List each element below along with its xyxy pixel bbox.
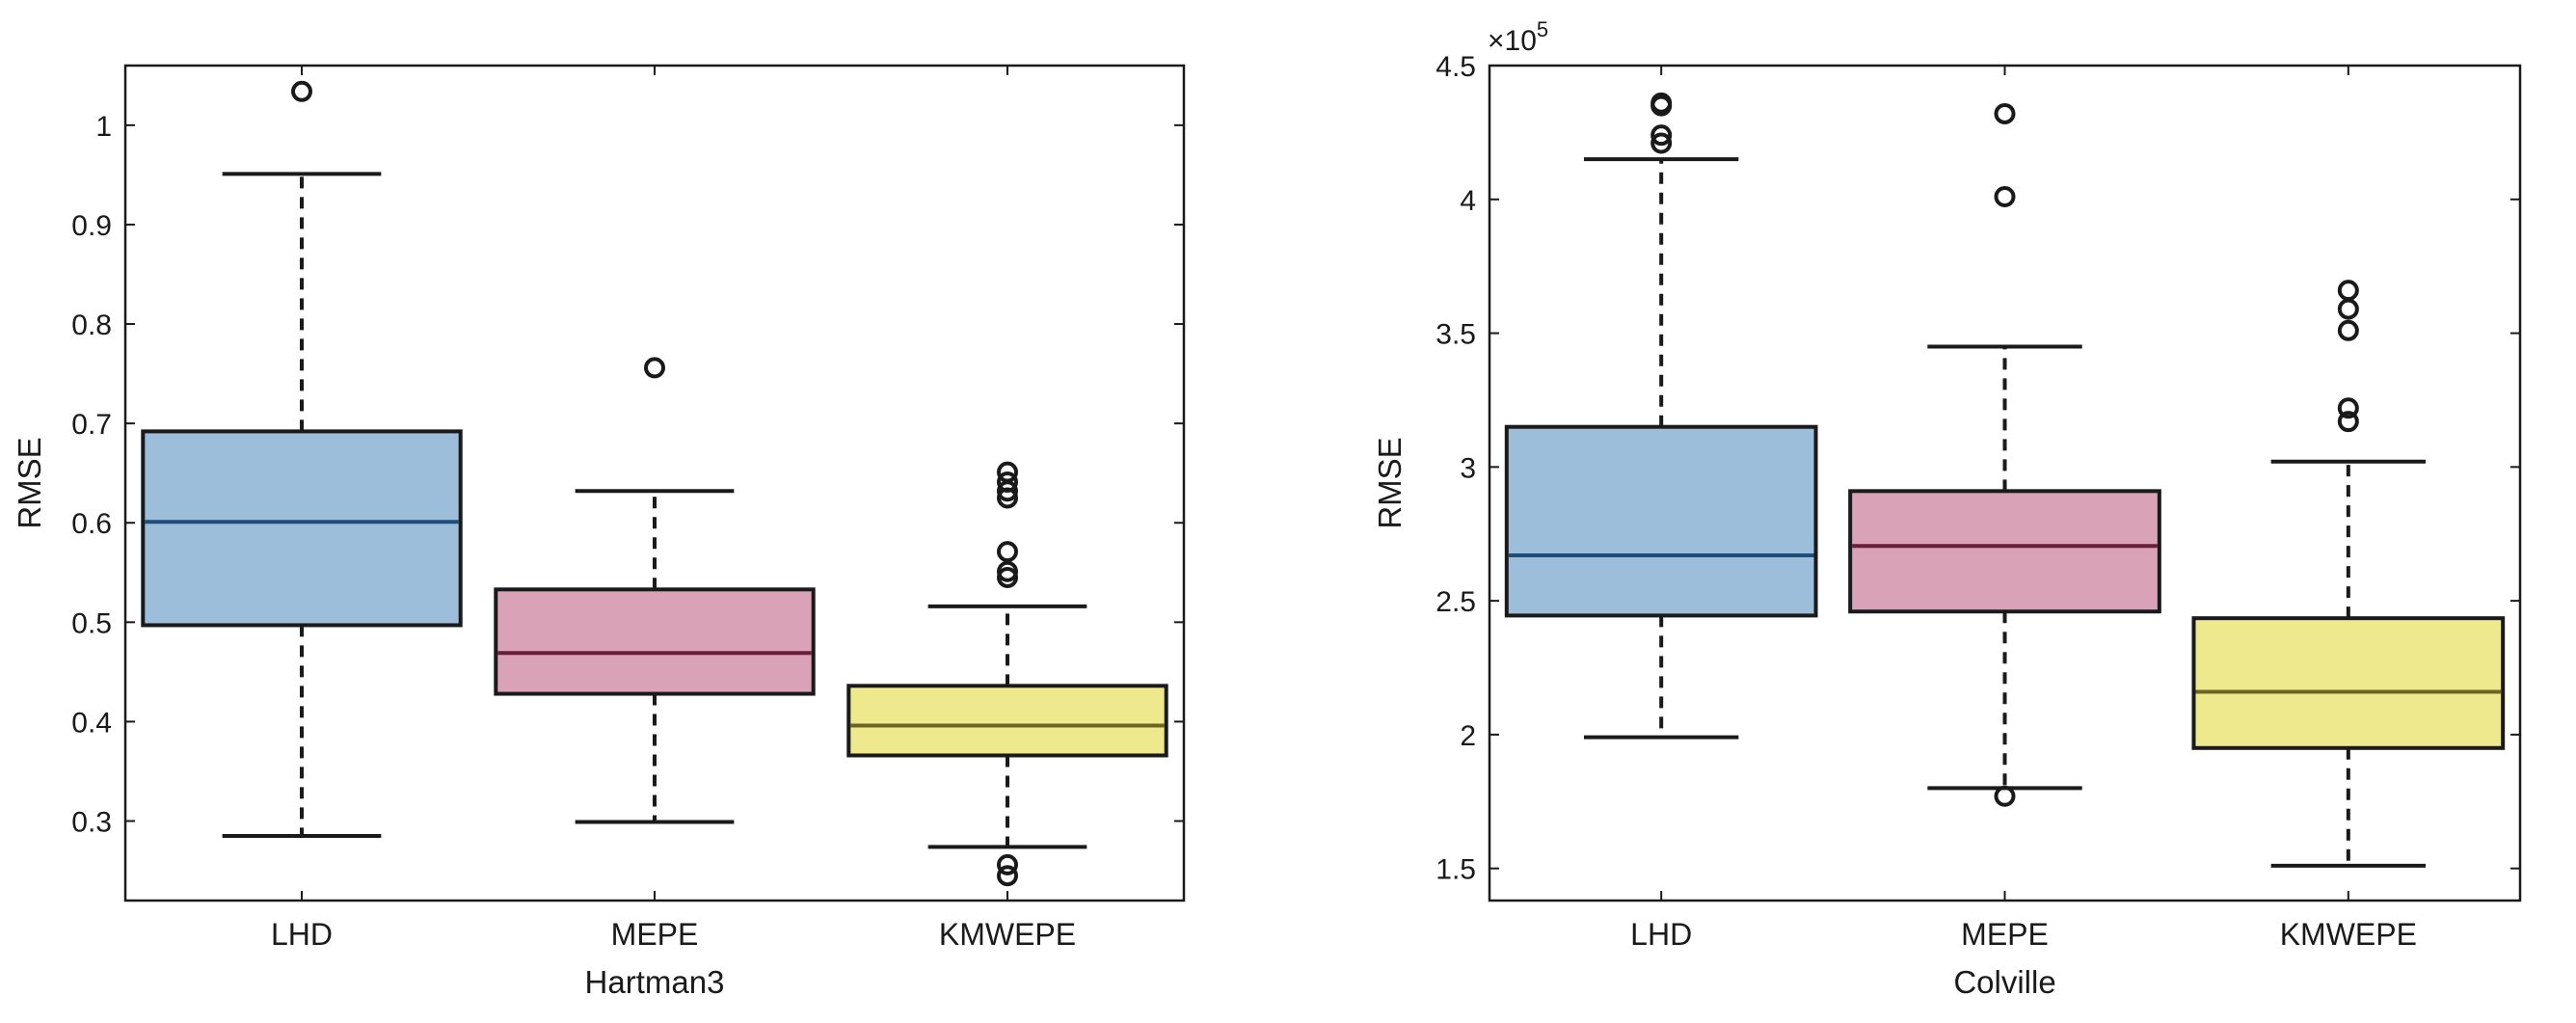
y-tick-label: 2.5 <box>1436 586 1476 618</box>
iqr-box <box>494 587 816 696</box>
outlier-point <box>2337 411 2359 433</box>
y-axis-label: RMSE <box>1372 437 1408 528</box>
x-tick-label: KMWEPE <box>2280 917 2417 952</box>
outlier-point <box>2337 319 2359 341</box>
outlier-point <box>997 461 1018 483</box>
y-tick-label: 4.5 <box>1436 51 1476 83</box>
outlier-point <box>291 80 312 102</box>
y-tick-label: 0.9 <box>71 210 112 242</box>
outlier-point <box>2337 397 2359 419</box>
box-mepe <box>494 357 816 824</box>
x-axis-ticks: LHD MEPE KMWEPE <box>271 66 1076 952</box>
y-axis-label: RMSE <box>12 437 47 528</box>
box-kmwepe <box>846 461 1168 887</box>
box-series <box>141 80 1168 887</box>
y-tick-label: 0.8 <box>71 310 112 341</box>
x-axis-label: Hartman3 <box>585 964 725 1000</box>
x-tick-label: MEPE <box>1961 917 2049 952</box>
box-mepe <box>1848 102 2161 807</box>
box-lhd <box>1504 92 1818 740</box>
hartman3-boxplot-panel: 0.3 0.4 0.5 0.6 0.7 0.8 0.9 1 LHD MEPE KMWEPE Har… <box>12 64 1186 1000</box>
y-axis-exponent-label: ×105 <box>1488 17 1548 57</box>
y-tick-label: 0.7 <box>71 409 112 441</box>
outlier-point <box>997 865 1018 887</box>
box-series <box>1504 92 2506 868</box>
x-tick-label: LHD <box>1630 917 1692 952</box>
y-tick-label: 0.3 <box>71 807 112 839</box>
y-tick-label: 0.5 <box>71 607 112 639</box>
box-kmwepe <box>2191 280 2506 868</box>
outlier-point <box>2337 298 2359 320</box>
y-tick-label: 0.4 <box>71 707 112 739</box>
y-tick-label: 1 <box>95 111 112 143</box>
outlier-point <box>1994 102 2016 124</box>
outlier-point <box>997 541 1018 563</box>
outlier-point <box>1650 132 1673 154</box>
outlier-point <box>997 560 1018 582</box>
x-tick-label: KMWEPE <box>939 917 1076 952</box>
x-axis-label: Colville <box>1953 964 2055 1000</box>
outlier-point <box>1994 785 2016 807</box>
iqr-box <box>141 429 463 628</box>
y-axis-ticks: 0.3 0.4 0.5 0.6 0.7 0.8 0.9 1 <box>71 111 1184 839</box>
y-tick-label: 1.5 <box>1436 854 1476 886</box>
outlier-point <box>997 853 1018 875</box>
x-axis-ticks: LHD MEPE KMWEPE <box>1630 66 2417 952</box>
y-tick-label: 0.6 <box>71 508 112 540</box>
iqr-box <box>1504 424 1818 618</box>
y-tick-label: 3 <box>1460 452 1476 484</box>
iqr-box <box>1848 489 2161 614</box>
outlier-point <box>1650 124 1673 147</box>
y-tick-label: 3.5 <box>1436 319 1476 351</box>
outlier-point <box>1650 92 1673 114</box>
iqr-box <box>2191 616 2506 750</box>
colville-boxplot-panel: 1.5 2 2.5 3 3.5 4 4.5 LHD MEPE KMWEPE Colville R… <box>1372 17 2522 1000</box>
y-tick-label: 4 <box>1460 185 1476 217</box>
outlier-point <box>644 357 665 379</box>
exponent-base: ×10 <box>1488 25 1537 57</box>
x-tick-label: MEPE <box>611 917 699 952</box>
iqr-box <box>846 684 1168 758</box>
y-axis-ticks: 1.5 2 2.5 3 3.5 4 4.5 <box>1436 51 2520 886</box>
outlier-point <box>1994 186 2016 208</box>
y-tick-label: 2 <box>1460 720 1476 752</box>
exponent-power: 5 <box>1537 17 1548 41</box>
outlier-point <box>997 471 1018 493</box>
outlier-point <box>2337 280 2359 302</box>
x-tick-label: LHD <box>271 917 333 952</box>
box-lhd <box>141 80 463 838</box>
